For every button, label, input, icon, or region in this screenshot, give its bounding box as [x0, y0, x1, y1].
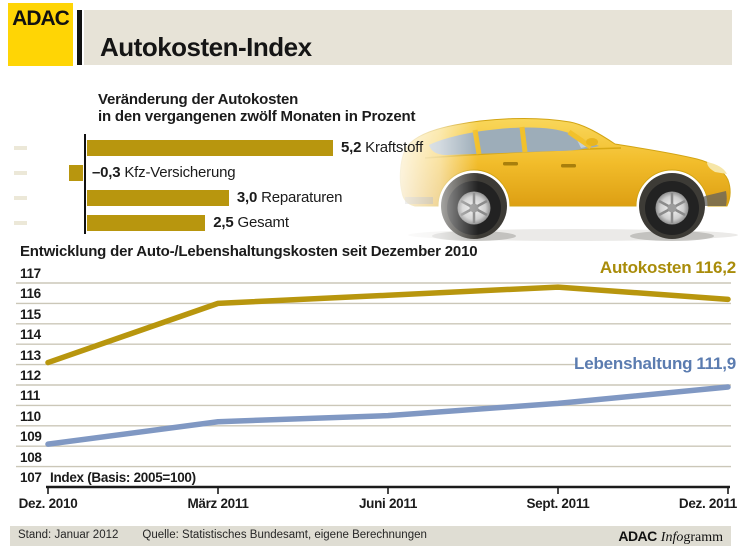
footer: Stand: Januar 2012 Quelle: Statistisches … [10, 526, 731, 546]
bar-label-Kfz-Versicherung: –0,3 Kfz-Versicherung [92, 164, 236, 181]
brand-adac: ADAC [618, 528, 657, 544]
brand-info: Info [660, 530, 684, 545]
motion-blur-overlay [385, 102, 478, 242]
car-door-handle-rear [503, 162, 518, 166]
adac-logo: ADAC [8, 3, 73, 66]
y-axis-label-110: 110 [20, 408, 41, 424]
bar-chart-title-line1: Veränderung der Autokosten [98, 91, 299, 108]
y-axis-label-107: 107 [20, 470, 42, 485]
y-axis-label-113: 113 [20, 347, 41, 363]
footer-stand: Stand: Januar 2012 [18, 529, 119, 541]
footer-source: Stand: Januar 2012 Quelle: Statistisches … [18, 529, 427, 541]
adac-logo-text: ADAC [12, 7, 70, 30]
bar-Kraftstoff [87, 140, 333, 156]
car-door-handle-front [561, 164, 576, 168]
y-axis-label-109: 109 [20, 429, 42, 445]
bar-row-tick [14, 221, 27, 225]
series-label-autokosten: Autokosten 116,2 [600, 258, 736, 278]
bar-Reparaturen [87, 190, 229, 206]
bar-row-tick [14, 146, 27, 150]
adac-infogramm-brand: ADAC Infogramm [618, 528, 723, 546]
index-basis-note: Index (Basis: 2005=100) [50, 470, 196, 485]
bar-chart-title-line2: in den vergangenen zwölf Monaten in Proz… [98, 108, 416, 125]
bar-label-Gesamt: 2,5 Gesamt [213, 214, 289, 231]
series-label-autokosten-value: 116,2 [695, 258, 736, 277]
x-axis-label-Dez. 2011: Dez. 2011 [678, 496, 737, 511]
car-headlight [707, 162, 727, 174]
line-Autokosten [45, 284, 731, 366]
bar-chart-axis [84, 134, 86, 234]
y-axis-label-116: 116 [20, 286, 41, 302]
bar-row-tick [14, 171, 27, 175]
x-axis-label-Dez. 2010: Dez. 2010 [18, 496, 78, 511]
series-label-lebenshaltung-name: Lebenshaltung [574, 354, 693, 373]
bar-chart-title: Veränderung der Autokosten in den vergan… [98, 91, 415, 125]
car-front-wheel [645, 181, 699, 235]
line-chart-title: Entwicklung der Auto-/Lebenshaltungskost… [20, 243, 478, 260]
bar-label-Kraftstoff: 5,2 Kraftstoff [340, 139, 423, 156]
x-axis-label-März 2011: März 2011 [187, 496, 249, 511]
footer-quelle: Quelle: Statistisches Bundesamt, eigene … [142, 529, 427, 541]
bar-row-tick [14, 196, 27, 200]
header-divider [77, 10, 82, 65]
page-title: Autokosten-Index [100, 32, 312, 62]
x-axis-label-Sept. 2011: Sept. 2011 [526, 496, 590, 511]
y-axis-label-115: 115 [20, 306, 41, 322]
y-axis-label-114: 114 [20, 327, 41, 343]
series-label-lebenshaltung-value: 111,9 [696, 354, 736, 373]
bar-Kfz-Versicherung [68, 165, 83, 181]
series-label-lebenshaltung: Lebenshaltung 111,9 [574, 354, 736, 374]
y-axis-label-117: 117 [20, 266, 41, 281]
bar-label-Reparaturen: 3,0 Reparaturen [236, 189, 343, 206]
car-c-pillar [519, 126, 528, 153]
brand-gramm: gramm [683, 530, 723, 545]
line-Lebenshaltung [45, 384, 731, 447]
car-mirror [586, 138, 598, 146]
y-axis-label-112: 112 [20, 368, 41, 383]
car-illustration [385, 102, 738, 242]
y-axis-label-111: 111 [20, 388, 41, 404]
series-label-autokosten-name: Autokosten [599, 258, 692, 277]
x-axis-label-Juni 2011: Juni 2011 [358, 496, 418, 511]
y-axis-label-108: 108 [20, 449, 42, 465]
title-bar: Autokosten-Index [84, 10, 732, 65]
bar-Gesamt [87, 215, 206, 231]
